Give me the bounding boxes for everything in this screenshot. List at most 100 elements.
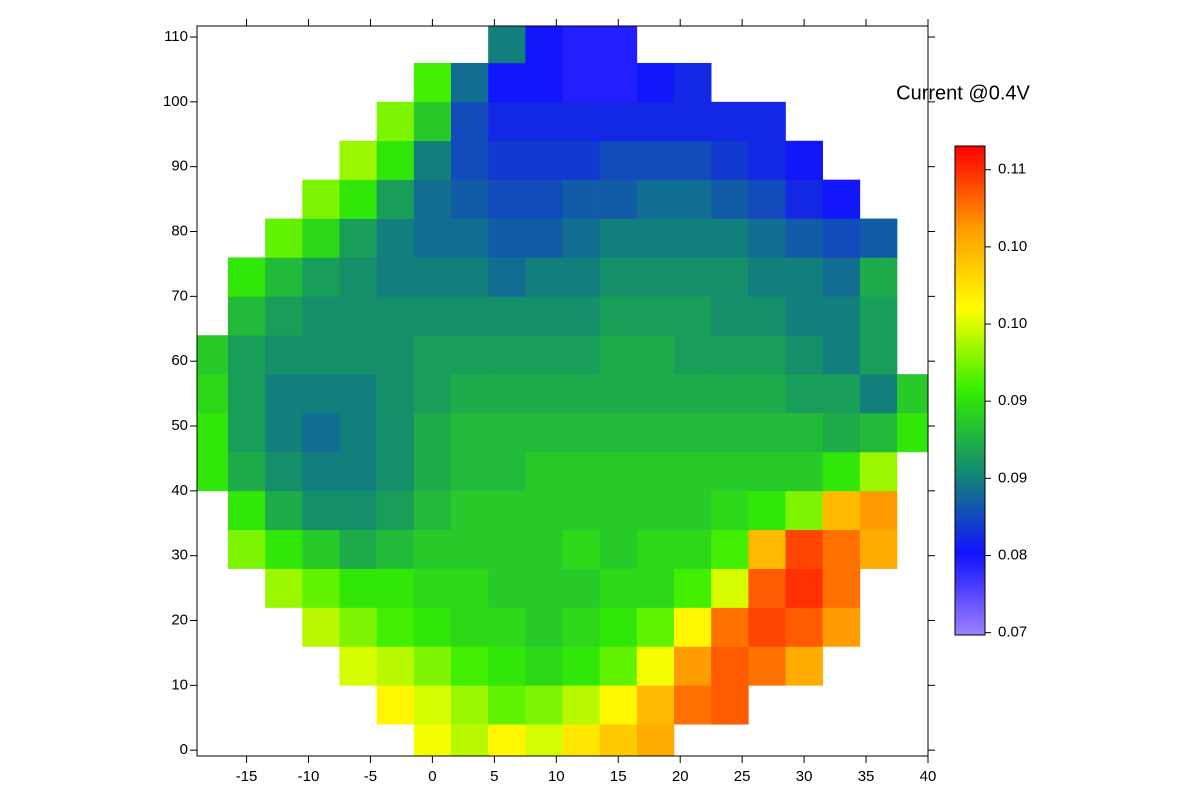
- heatmap-cell: [711, 685, 749, 725]
- heatmap-cell: [339, 296, 377, 336]
- heatmap-cell: [376, 296, 415, 336]
- heatmap-cell: [525, 257, 563, 297]
- heatmap-cell: [376, 257, 415, 297]
- heatmap-cell: [562, 101, 600, 142]
- heatmap-cell: [636, 490, 675, 531]
- heatmap-cell: [265, 257, 303, 297]
- x-tick-label: -10: [298, 768, 320, 785]
- heatmap-cell: [822, 374, 861, 414]
- heatmap-cell: [785, 179, 823, 219]
- heatmap-cell: [599, 296, 638, 336]
- heatmap-cell: [785, 413, 823, 453]
- heatmap-cell: [339, 374, 377, 414]
- heatmap-cell: [859, 335, 898, 375]
- heatmap-cell: [636, 451, 675, 492]
- heatmap-cell: [197, 451, 229, 492]
- heatmap-cell: [265, 413, 303, 453]
- heatmap-cell: [711, 296, 749, 336]
- heatmap-cell: [413, 374, 452, 414]
- y-tick-label: 10: [171, 676, 188, 693]
- y-tick-label: 110: [164, 28, 188, 45]
- heatmap-cell: [599, 26, 638, 64]
- heatmap-cell: [711, 646, 749, 686]
- heatmap-cell: [265, 335, 303, 375]
- heatmap-cell: [525, 26, 563, 64]
- heatmap-cell: [265, 296, 303, 336]
- heatmap-cell: [376, 140, 415, 180]
- heatmap-cell: [339, 568, 377, 608]
- heatmap-cell: [822, 607, 861, 647]
- heatmap-cell: [636, 257, 675, 297]
- heatmap-cell: [859, 218, 898, 258]
- heatmap-cell: [562, 218, 600, 258]
- heatmap-cell: [488, 140, 526, 180]
- heatmap-cell: [636, 218, 675, 258]
- heatmap-cell: [265, 568, 303, 608]
- heatmap-cell: [339, 218, 377, 258]
- heatmap-cell: [525, 724, 563, 756]
- heatmap-cell: [488, 413, 526, 453]
- heatmap-cell: [525, 529, 563, 569]
- heatmap-cell: [785, 451, 823, 492]
- heatmap-cell: [897, 374, 928, 414]
- x-tick-label: 30: [796, 768, 813, 785]
- heatmap-cell: [450, 374, 489, 414]
- heatmap-cell: [674, 179, 712, 219]
- heatmap-cell: [562, 568, 600, 608]
- heatmap-cell: [711, 607, 749, 647]
- heatmap-cell: [785, 490, 823, 531]
- heatmap-cell: [822, 257, 861, 297]
- heatmap-cell: [674, 529, 712, 569]
- heatmap-cell: [488, 62, 526, 103]
- heatmap-cell: [859, 296, 898, 336]
- heatmap-cell: [748, 335, 786, 375]
- heatmap-cell: [785, 529, 823, 569]
- heatmap-cell: [525, 140, 563, 180]
- heatmap-cell: [413, 724, 452, 756]
- heatmap-cell: [227, 413, 266, 453]
- heatmap-cell: [748, 568, 786, 608]
- heatmap-cell: [302, 451, 340, 492]
- heatmap-cell: [822, 335, 861, 375]
- colorbar-tick-label: 0.08: [998, 546, 1027, 563]
- heatmap-cell: [525, 296, 563, 336]
- heatmap-cell: [339, 179, 377, 219]
- x-tick-label: 10: [548, 768, 565, 785]
- heatmap-cell: [488, 451, 526, 492]
- heatmap-cell: [376, 685, 415, 725]
- heatmap-cell: [376, 335, 415, 375]
- heatmap-cell: [488, 607, 526, 647]
- heatmap-cell: [599, 646, 638, 686]
- heatmap-cell: [599, 140, 638, 180]
- heatmap-cell: [227, 296, 266, 336]
- heatmap-cell: [822, 490, 861, 531]
- heatmap-cell: [674, 413, 712, 453]
- heatmap-cell: [376, 607, 415, 647]
- heatmap-cell: [859, 374, 898, 414]
- y-tick-label: 100: [163, 93, 188, 110]
- heatmap-cell: [302, 296, 340, 336]
- colorbar-tick-label: 0.10: [998, 238, 1027, 255]
- heatmap-cell: [488, 335, 526, 375]
- heatmap-cell: [674, 335, 712, 375]
- y-tick-label: 80: [171, 222, 188, 239]
- heatmap-cell: [227, 490, 266, 531]
- heatmap-cell: [599, 62, 638, 103]
- heatmap-cell: [674, 607, 712, 647]
- heatmap-cell: [822, 218, 861, 258]
- heatmap-cell: [562, 179, 600, 219]
- heatmap-cell: [785, 646, 823, 686]
- heatmap-cell: [339, 646, 377, 686]
- heatmap-cell: [859, 451, 898, 492]
- heatmap-cell: [450, 179, 489, 219]
- heatmap-cell: [265, 451, 303, 492]
- heatmap-cell: [339, 451, 377, 492]
- heatmap-cell: [376, 101, 415, 142]
- heatmap-cell: [636, 101, 675, 142]
- heatmap-cell: [450, 646, 489, 686]
- heatmap-cell: [376, 218, 415, 258]
- heatmap-cell: [674, 451, 712, 492]
- heatmap-cell: [339, 607, 377, 647]
- heatmap-cell: [711, 179, 749, 219]
- heatmap-cell: [599, 568, 638, 608]
